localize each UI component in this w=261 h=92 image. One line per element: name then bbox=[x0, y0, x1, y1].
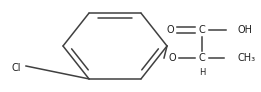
Text: C: C bbox=[199, 25, 205, 35]
Text: OH: OH bbox=[238, 25, 253, 35]
Text: Cl: Cl bbox=[12, 63, 21, 73]
Text: O: O bbox=[166, 25, 174, 35]
Text: H: H bbox=[199, 68, 205, 77]
Text: CH₃: CH₃ bbox=[237, 53, 255, 63]
Text: O: O bbox=[168, 53, 176, 63]
Text: C: C bbox=[199, 53, 205, 63]
